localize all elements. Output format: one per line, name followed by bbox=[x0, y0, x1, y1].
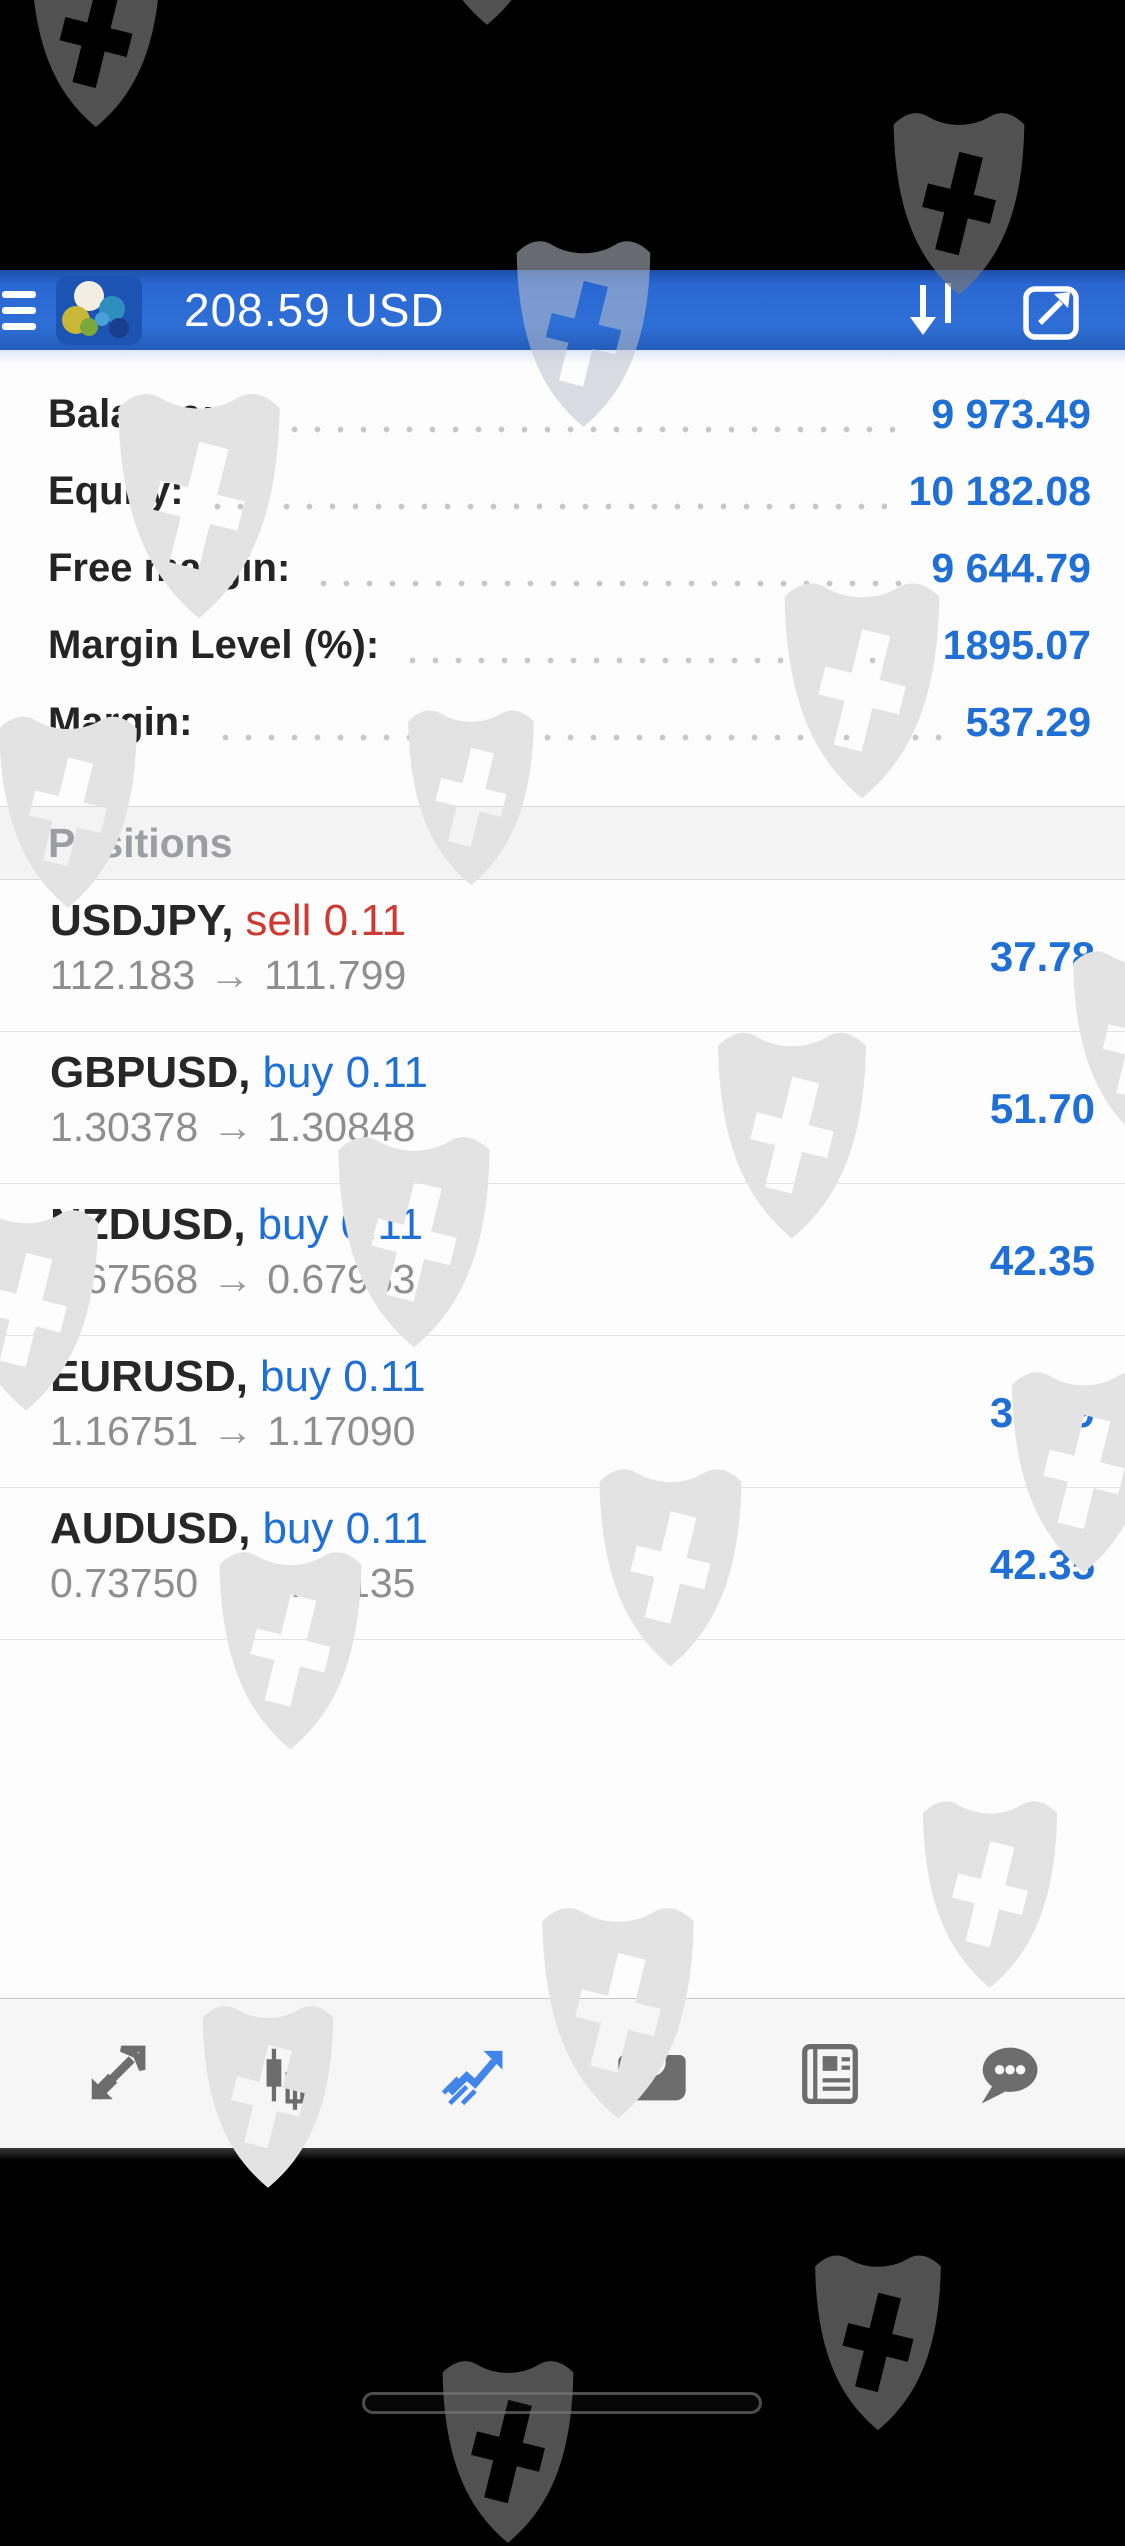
positions-list: USDJPY, sell 0.11 112.183 → 111.799 37.78 G… bbox=[0, 880, 1125, 1640]
watermark-shield-icon bbox=[442, 2361, 574, 2543]
current-price: 1.30848 bbox=[267, 1104, 416, 1150]
symbol-text: NZDUSD, bbox=[50, 1200, 246, 1249]
leader-dots bbox=[205, 503, 887, 510]
price-arrow-icon: → bbox=[212, 1256, 254, 1302]
side-volume-text: buy 0.11 bbox=[260, 1352, 426, 1401]
summary-value: 1895.07 bbox=[942, 622, 1091, 668]
profit-value: 42.35 bbox=[989, 1236, 1095, 1284]
open-price: 112.183 bbox=[50, 952, 196, 998]
current-price: 0.67953 bbox=[267, 1256, 416, 1302]
summary-value: 9 973.49 bbox=[931, 391, 1091, 437]
price-arrow-icon: → bbox=[212, 1408, 254, 1454]
symbol-text: GBPUSD, bbox=[50, 1048, 251, 1097]
side-volume-text: buy 0.11 bbox=[262, 1504, 428, 1553]
symbol-text: EURUSD, bbox=[50, 1352, 249, 1401]
profit-value: 37.29 bbox=[989, 1388, 1095, 1436]
summary-label: Margin Level (%): bbox=[48, 623, 380, 667]
trade-trend-icon bbox=[442, 2050, 503, 2105]
screen-bottom-edge bbox=[0, 2148, 1125, 2160]
watermark-shield-icon bbox=[31, 0, 161, 127]
side-volume-text: sell 0.11 bbox=[245, 896, 407, 945]
watermark-shield-icon bbox=[815, 2255, 941, 2431]
position-row-nzdusd[interactable]: NZDUSD, buy 0.11 0.67568 → 0.67953 42.35 bbox=[0, 1184, 1125, 1336]
summary-label: Balance: bbox=[48, 392, 215, 436]
floating-profit-display: 208.59 USD bbox=[184, 284, 445, 336]
price-arrow-icon: → bbox=[212, 1560, 254, 1606]
quotes-arrows-icon bbox=[91, 2045, 146, 2100]
position-row-gbpusd[interactable]: GBPUSD, buy 0.11 1.30378 → 1.30848 51.70 bbox=[0, 1032, 1125, 1184]
bottom-tab-bar bbox=[0, 1998, 1125, 2148]
home-indicator bbox=[362, 2392, 762, 2414]
tab-history[interactable] bbox=[607, 2029, 697, 2119]
positions-section-label: Positions bbox=[48, 819, 233, 866]
tab-charts[interactable] bbox=[250, 2029, 340, 2119]
mt4-app-screen: 208.59 USD Balance: 9 973.49 Equity: 10 … bbox=[0, 270, 1125, 2148]
candlestick-chart-icon bbox=[266, 2041, 324, 2110]
account-summary: Balance: 9 973.49 Equity: 10 182.08 Free… bbox=[0, 376, 1125, 761]
summary-value: 9 644.79 bbox=[931, 545, 1091, 591]
leader-dots bbox=[236, 426, 910, 433]
menu-hamburger-icon[interactable] bbox=[2, 290, 40, 330]
metatrader-logo-icon[interactable] bbox=[56, 275, 142, 345]
open-price: 1.30378 bbox=[50, 1104, 199, 1150]
price-arrow-icon: → bbox=[212, 1104, 254, 1150]
symbol-text: USDJPY, bbox=[50, 896, 234, 945]
tab-news[interactable] bbox=[785, 2029, 875, 2119]
profit-value: 51.70 bbox=[989, 1084, 1095, 1132]
current-price: 111.799 bbox=[264, 952, 407, 998]
summary-row-equity: Equity: 10 182.08 bbox=[0, 453, 1125, 530]
summary-row-margin: Margin: 537.29 bbox=[0, 684, 1125, 761]
app-bar: 208.59 USD bbox=[0, 270, 1125, 364]
leader-dots bbox=[312, 580, 910, 587]
profit-value: 42.35 bbox=[989, 1540, 1095, 1588]
positions-section-header: Positions bbox=[0, 806, 1125, 880]
leader-dots bbox=[401, 657, 921, 664]
tab-quotes[interactable] bbox=[72, 2029, 162, 2119]
current-price: 0.74135 bbox=[267, 1560, 416, 1606]
summary-value: 10 182.08 bbox=[908, 468, 1091, 514]
summary-label: Free margin: bbox=[48, 546, 291, 590]
tab-trade[interactable] bbox=[428, 2029, 518, 2119]
summary-label: Margin: bbox=[48, 700, 193, 744]
summary-row-balance: Balance: 9 973.49 bbox=[0, 376, 1125, 453]
summary-row-free-margin: Free margin: 9 644.79 bbox=[0, 530, 1125, 607]
watermark-shield-icon bbox=[893, 113, 1025, 295]
side-volume-text: buy 0.11 bbox=[262, 1048, 429, 1097]
open-price: 0.73750 bbox=[50, 1560, 199, 1606]
watermark-shield-icon bbox=[418, 0, 556, 25]
new-order-icon[interactable] bbox=[1021, 279, 1083, 341]
open-price: 0.67568 bbox=[50, 1256, 199, 1302]
summary-label: Equity: bbox=[48, 469, 184, 513]
side-volume-text: buy 0.11 bbox=[257, 1200, 424, 1249]
price-arrow-icon: → bbox=[209, 952, 251, 998]
current-price: 1.17090 bbox=[267, 1408, 416, 1454]
tab-messages[interactable] bbox=[963, 2029, 1053, 2119]
position-row-eurusd[interactable]: EURUSD, buy 0.11 1.16751 → 1.17090 37.29 bbox=[0, 1336, 1125, 1488]
leader-dots bbox=[214, 734, 944, 741]
sort-order-icon[interactable] bbox=[901, 277, 967, 343]
newspaper-icon bbox=[801, 2043, 858, 2104]
position-row-usdjpy[interactable]: USDJPY, sell 0.11 112.183 → 111.799 37.78 bbox=[0, 880, 1125, 1032]
summary-row-margin-level: Margin Level (%): 1895.07 bbox=[0, 607, 1125, 684]
profit-value: 37.78 bbox=[989, 932, 1095, 980]
history-inbox-icon bbox=[617, 2054, 686, 2100]
summary-value: 537.29 bbox=[965, 699, 1091, 745]
symbol-text: AUDUSD, bbox=[50, 1504, 251, 1553]
open-price: 1.16751 bbox=[50, 1408, 199, 1454]
chat-bubble-icon bbox=[981, 2047, 1038, 2103]
position-row-audusd[interactable]: AUDUSD, buy 0.11 0.73750 → 0.74135 42.35 bbox=[0, 1488, 1125, 1640]
